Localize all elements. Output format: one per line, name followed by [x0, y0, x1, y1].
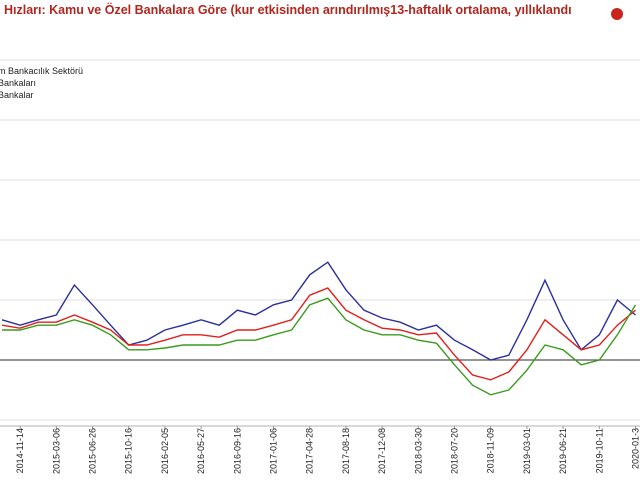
legend-label: Bankalar [0, 90, 34, 100]
legend-label: Bankaları [0, 78, 36, 88]
x-tick-label: 2015-03-06 [51, 428, 61, 474]
legend-label: m Bankacılık Sektörü [0, 66, 83, 76]
x-tick-label: 2018-11-09 [486, 428, 496, 473]
x-tick-label: 2017-12-08 [377, 428, 387, 474]
x-tick-label: 2019-03-01 [522, 428, 532, 474]
x-tick-label: 2018-07-20 [450, 428, 460, 474]
x-tick-label: 2015-10-16 [124, 428, 134, 474]
x-tick-label: 2017-01-06 [269, 428, 279, 474]
series-line [1, 261, 636, 361]
chart-title: Hızları: Kamu ve Özel Bankalara Göre (ku… [4, 2, 572, 17]
x-tick-label: 2017-04-28 [305, 428, 315, 474]
x-tick-label: 2016-05-27 [196, 428, 206, 474]
x-tick-label: 2015-06-26 [88, 428, 98, 474]
series-line [1, 287, 636, 381]
x-tick-label: 2020-01-3 [631, 428, 640, 469]
logo [611, 8, 623, 20]
x-tick-label: 2019-10-11 [594, 428, 604, 473]
legend: m Bankacılık Sektörü Bankaları Bankalar [0, 66, 83, 100]
x-tick-label: 2017-08-18 [341, 428, 351, 474]
x-tick-label: 2016-02-05 [160, 428, 170, 474]
x-tick-label: 2014-11-14 [15, 428, 25, 473]
x-tick-label: 2019-06-21 [558, 428, 568, 474]
x-tick-label: 2016-09-16 [232, 428, 242, 474]
x-tick-label: 2018-03-30 [413, 428, 423, 474]
series-line [2, 297, 637, 396]
